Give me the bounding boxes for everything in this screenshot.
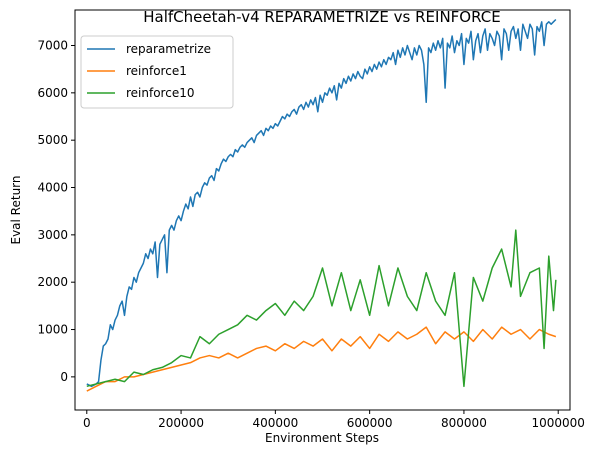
legend-box [80,35,234,109]
y-tick-label: 2000 [37,275,68,289]
x-axis-label: Environment Steps [265,431,379,445]
x-tick-label: 1000000 [531,416,584,430]
y-tick-label: 6000 [37,86,68,100]
y-tick-label: 7000 [37,39,68,53]
x-tick-label: 400000 [252,416,298,430]
x-tick-label: 800000 [441,416,487,430]
plot-frame [74,9,571,411]
y-tick-label: 1000 [37,323,68,337]
x-tick-label: 200000 [158,416,204,430]
y-tick-label: 4000 [37,181,68,195]
x-tick-label: 0 [83,416,91,430]
legend: reparametrize reinforce1 reinforce10 [80,35,234,109]
y-axis-ticks: 0 1000 2000 3000 4000 5000 6000 7000 [37,39,75,384]
x-tick-label: 600000 [347,416,393,430]
y-tick-label: 3000 [37,228,68,242]
plot-series [86,18,557,392]
chart-title: HalfCheetah-v4 REPARAMETRIZE vs REINFORC… [143,8,500,26]
legend-label-reparametrize: reparametrize [126,42,211,56]
legend-label-reinforce10: reinforce10 [126,86,194,100]
y-tick-label: 5000 [37,133,68,147]
series-line-reinforce1 [86,326,557,392]
series-line-reinforce10 [86,229,557,388]
legend-label-reinforce1: reinforce1 [126,64,187,78]
x-axis-ticks: 0 200000 400000 600000 800000 1000000 [83,410,585,430]
y-tick-label: 0 [60,370,68,384]
y-axis-label: Eval Return [9,175,23,244]
series-line-reparametrize [86,18,557,388]
